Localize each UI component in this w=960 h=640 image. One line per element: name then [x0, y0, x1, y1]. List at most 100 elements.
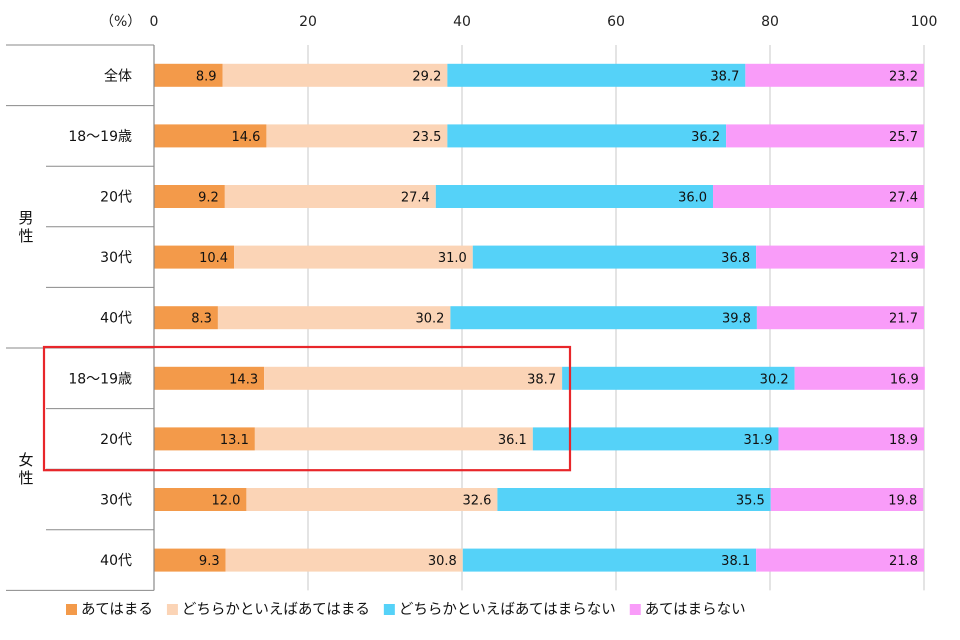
bar-segment	[756, 245, 925, 269]
category-label: 40代	[100, 553, 132, 569]
bar-segment	[154, 185, 225, 208]
x-tick-label: 40	[453, 14, 471, 30]
category-label: 30代	[100, 493, 132, 509]
bar-segment	[264, 366, 563, 390]
data-label: 36.8	[721, 251, 750, 266]
bar-segment	[778, 427, 924, 451]
legend-swatch	[166, 604, 178, 615]
legend-item: あてはまらない	[629, 601, 746, 618]
bar-segment	[154, 488, 247, 511]
bar-segment	[472, 245, 757, 269]
bar-segment	[770, 488, 924, 511]
data-label: 21.9	[890, 251, 919, 266]
labels: 0 20 40 60 80 100 8.9 29.2 38.7 23.2 全体 14.6 23.5 36.…	[18, 14, 937, 569]
bar-segment	[154, 245, 235, 269]
bar-segment	[222, 63, 448, 87]
data-label: 39.8	[722, 312, 751, 327]
data-label: 8.9	[196, 69, 217, 84]
x-tick-label: 60	[607, 14, 625, 30]
bar-segment	[224, 185, 436, 208]
bar-segment	[254, 427, 533, 451]
bar-segment	[225, 548, 463, 572]
data-label: 25.7	[889, 130, 918, 145]
bar-segment	[447, 124, 727, 148]
data-label: 19.8	[888, 494, 917, 509]
category-label: 40代	[100, 311, 132, 327]
data-label: 23.2	[889, 69, 918, 84]
data-label: 10.4	[199, 251, 228, 266]
data-label: 38.1	[721, 554, 750, 569]
bar-segment	[756, 306, 924, 330]
data-label: 27.4	[889, 191, 918, 206]
category-label: 全体	[104, 67, 132, 84]
data-label: 9.3	[199, 554, 220, 569]
bar-segment	[726, 124, 924, 148]
category-label: 18〜19歳	[68, 129, 132, 145]
legend-item: どちらかといえばあてはまる	[166, 601, 370, 618]
data-label: 36.2	[691, 130, 720, 145]
legend-label: どちらかといえばあてはまる	[182, 601, 370, 618]
legend-swatch	[383, 604, 395, 615]
bar-segment	[447, 63, 746, 87]
bar-segment	[217, 306, 451, 330]
legend-swatch	[66, 604, 77, 615]
data-label: 18.9	[889, 433, 918, 448]
bar-segment	[450, 306, 757, 330]
x-tick-label: 0	[150, 14, 159, 30]
category-label: 18〜19歳	[68, 371, 132, 387]
bar-segment	[234, 245, 473, 269]
x-tick-label: 100	[911, 14, 938, 30]
data-label: 14.6	[231, 130, 260, 145]
legend-label: どちらかといえばあてはまらない	[399, 601, 616, 618]
bar-segment	[462, 548, 757, 572]
data-label: 38.7	[527, 372, 556, 387]
data-label: 36.1	[498, 433, 527, 448]
bar-segment	[154, 63, 223, 87]
data-label: 29.2	[412, 69, 441, 84]
bar-segment	[154, 427, 255, 451]
data-label: 27.4	[401, 191, 430, 206]
bar-segment	[435, 185, 714, 208]
data-label: 32.6	[462, 494, 491, 509]
data-label: 16.9	[890, 372, 919, 387]
bar-segment	[154, 548, 226, 572]
data-label: 12.0	[211, 494, 240, 509]
legend-item: どちらかといえばあてはまらない	[383, 601, 616, 618]
bar-segment	[745, 63, 924, 87]
category-label: 30代	[100, 250, 132, 266]
bar-segment	[154, 366, 265, 390]
category-frame	[6, 44, 155, 591]
data-label: 9.2	[198, 191, 219, 206]
bar-segment	[246, 488, 498, 511]
highlight-box	[42, 345, 572, 472]
bar-segment	[713, 185, 924, 208]
bar-segment	[266, 124, 448, 148]
data-label: 31.0	[438, 251, 467, 266]
data-label: 35.5	[736, 494, 765, 509]
bar-segment	[154, 124, 267, 148]
x-tick-label: 20	[299, 14, 317, 30]
bar-segment	[756, 548, 924, 572]
group-label: 女性	[18, 451, 33, 487]
group-label: 男性	[18, 209, 33, 245]
category-label: 20代	[100, 190, 132, 206]
data-label: 14.3	[229, 372, 258, 387]
data-label: 31.9	[744, 433, 773, 448]
data-label: 30.8	[428, 554, 457, 569]
data-label: 8.3	[191, 312, 212, 327]
data-label: 13.1	[220, 433, 249, 448]
data-label: 23.5	[412, 130, 441, 145]
category-label: 20代	[100, 432, 132, 448]
data-label: 38.7	[710, 69, 739, 84]
bars	[154, 63, 925, 572]
x-tick-label: 80	[761, 14, 779, 30]
unit-label: （%）	[100, 14, 141, 30]
legend-swatch	[629, 604, 641, 615]
data-label: 30.2	[415, 312, 444, 327]
data-label: 21.8	[889, 554, 918, 569]
legend-label: あてはまらない	[645, 601, 746, 618]
bar-segment	[154, 306, 218, 330]
bar-segment	[497, 488, 771, 511]
legend-item: あてはまる	[66, 601, 153, 618]
